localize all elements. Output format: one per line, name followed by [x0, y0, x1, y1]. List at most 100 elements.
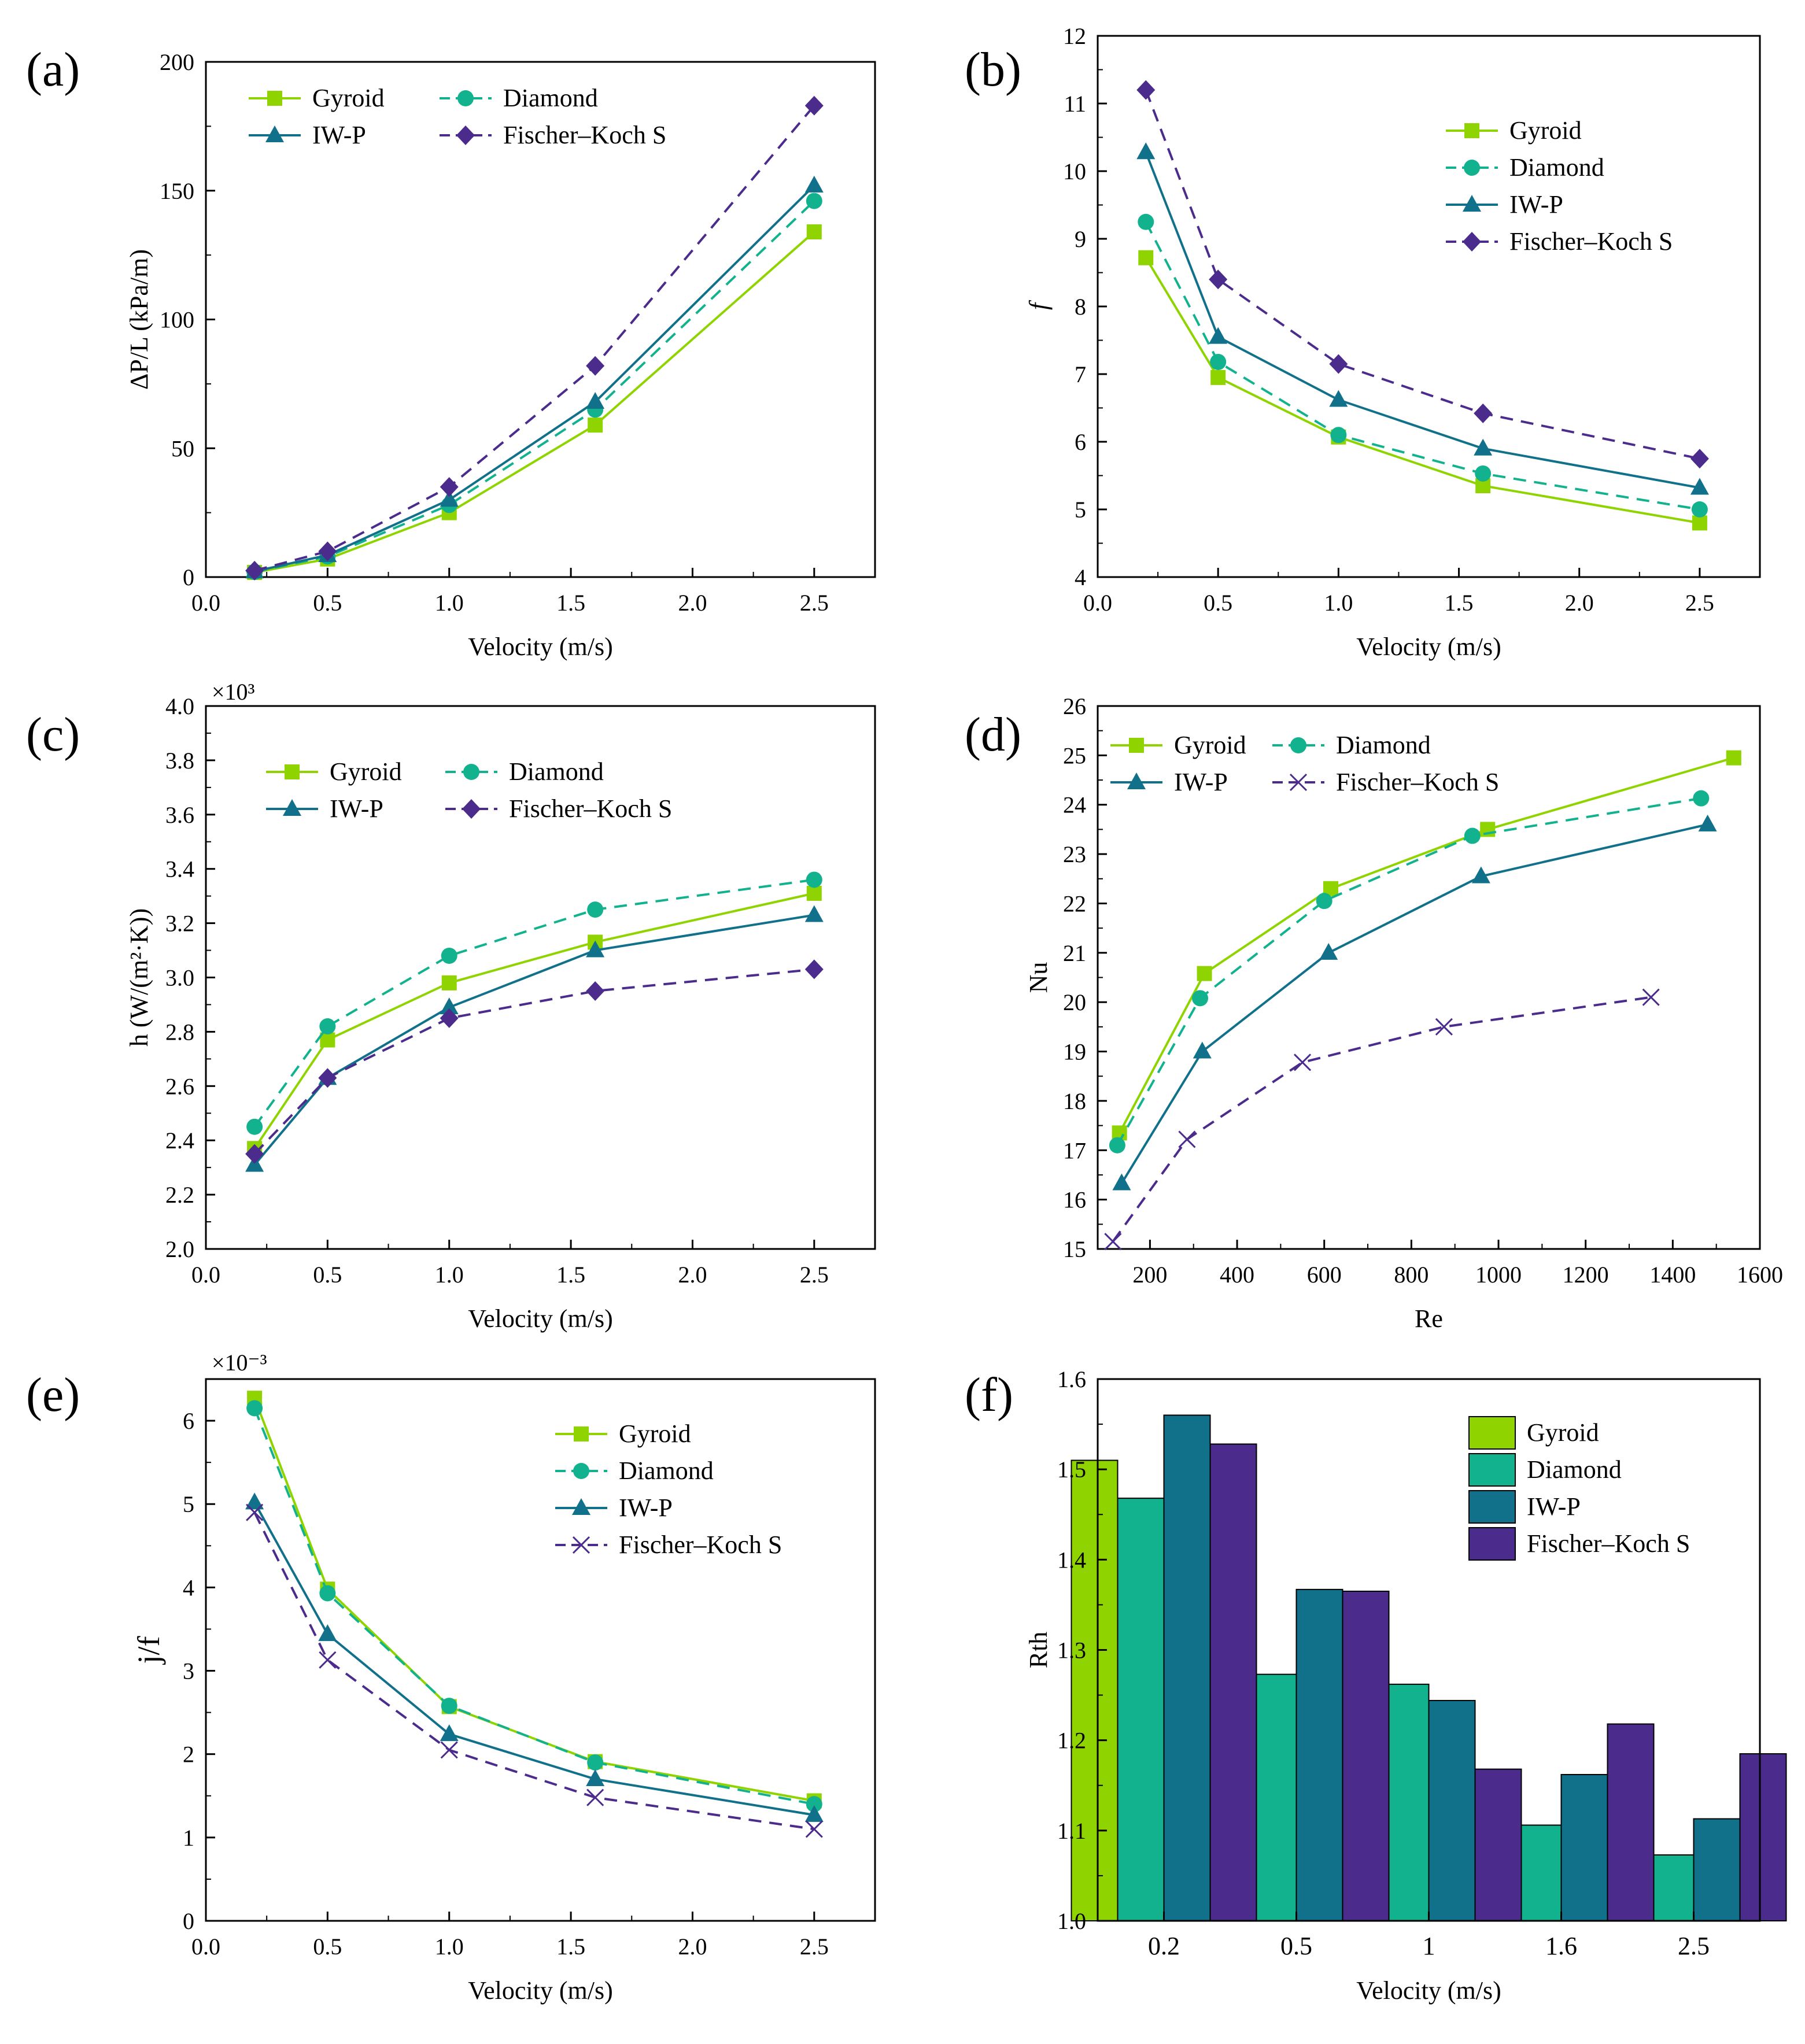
data-point-fks	[1178, 1130, 1196, 1148]
data-point-diamond	[1691, 501, 1708, 518]
series-line-fks	[254, 105, 815, 572]
x-tick-label: 1200	[1563, 1262, 1609, 1288]
legend-marker-diamond	[573, 1463, 589, 1479]
legend-label-fks: Fischer–Koch S	[1336, 768, 1499, 796]
x-tick-label: 0.5	[313, 1934, 342, 1960]
series-line-gyroid	[254, 231, 815, 574]
series-line-fks	[1145, 89, 1700, 460]
series-line-diamond	[253, 878, 815, 1128]
x-axis-label: Velocity (m/s)	[1356, 633, 1501, 661]
bar-iwp-0.2	[1163, 1414, 1211, 1921]
legend-label-gyroid: Gyroid	[619, 1420, 691, 1448]
data-point-diamond	[1316, 893, 1332, 910]
legend-marker-gyroid	[1464, 123, 1479, 138]
data-point-diamond	[587, 901, 604, 918]
data-point-diamond	[1138, 213, 1154, 230]
y-tick-label: 5	[183, 1491, 194, 1517]
data-point-fks	[318, 1068, 337, 1088]
x-tick-label: 1000	[1475, 1262, 1522, 1288]
data-point-iwp	[804, 1805, 824, 1822]
bar-fks-1	[1474, 1768, 1522, 1921]
y-tick-label: 25	[1063, 742, 1086, 768]
y-tick-label: 2.0	[165, 1236, 194, 1262]
y-tick-label: 200	[160, 49, 194, 75]
y-tick-label: 11	[1064, 91, 1086, 117]
x-tick-label: 0.5	[1204, 590, 1232, 616]
y-tick-label: 2.6	[165, 1073, 194, 1099]
y-axis-label: f	[1024, 300, 1053, 310]
data-point-fks	[586, 1788, 604, 1806]
x-tick-label: 2.5	[1685, 590, 1714, 616]
x-tick-label: 1.6	[1545, 1932, 1577, 1960]
data-point-fks	[586, 356, 605, 376]
data-point-diamond	[319, 1585, 336, 1602]
bar-fks-2.5	[1739, 1753, 1787, 1921]
data-point-diamond	[1475, 465, 1492, 482]
y-tick-label: 1.3	[1057, 1638, 1086, 1664]
data-point-gyroid	[1726, 750, 1741, 766]
y-tick-label: 6	[1075, 429, 1086, 455]
legend-marker-gyroid	[267, 91, 282, 106]
data-point-fks	[1209, 269, 1228, 290]
legend-marker-gyroid	[1129, 738, 1144, 753]
legend-label-iwp: IW-P	[1509, 190, 1563, 219]
data-point-diamond	[1464, 827, 1481, 844]
y-tick-label: 18	[1063, 1088, 1086, 1114]
y-tick-label: 5	[1075, 497, 1086, 523]
y-tick-label: 1.6	[1057, 1366, 1086, 1392]
bar-fks-1.6	[1607, 1723, 1655, 1921]
x-tick-label: 1.0	[435, 590, 464, 616]
y-axis-label: ΔP/L (kPa/m)	[125, 249, 153, 390]
panel-label: (b)	[965, 43, 1021, 97]
data-point-gyroid	[1480, 822, 1496, 837]
series-line-iwp	[1120, 823, 1708, 1184]
y-tick-label: 1.2	[1057, 1728, 1086, 1754]
data-point-fks	[440, 1741, 458, 1759]
y-tick-label: 1.4	[1057, 1547, 1086, 1573]
x-tick-label: 2.0	[678, 1262, 707, 1288]
legend: Gyroid Diamond IW-P Fischer–Koch S	[1110, 731, 1499, 796]
data-point-diamond	[441, 1698, 457, 1714]
x-tick-label: 1.5	[1445, 590, 1474, 616]
data-point-iwp	[1193, 1041, 1212, 1059]
data-point-iwp	[1209, 327, 1228, 344]
x-tick-label: 0.0	[1083, 590, 1112, 616]
bar-iwp-0.5	[1295, 1588, 1343, 1922]
axis-multiplier: ×10⁻³	[212, 1350, 267, 1376]
bar-iwp-1	[1428, 1699, 1476, 1922]
data-point-iwp	[245, 1492, 264, 1510]
y-tick-label: 7	[1075, 361, 1086, 387]
x-tick-label: 2.5	[800, 1934, 829, 1960]
legend-label-diamond: Diamond	[619, 1457, 714, 1485]
y-axis-label: j/f	[131, 1636, 166, 1665]
legend-label-gyroid: Gyroid	[312, 84, 385, 112]
panel-label: (a)	[26, 43, 80, 97]
x-tick-label: 1400	[1649, 1262, 1696, 1288]
x-axis-label: Velocity (m/s)	[468, 1976, 613, 2005]
y-tick-label: 24	[1063, 792, 1086, 818]
y-tick-label: 2	[183, 1742, 194, 1768]
panel-d: (d) 15 16 17 18 19 20 21 22 23 24 25 26 200 400 600 800 1…	[965, 693, 1783, 1333]
bar-fks-0.2	[1209, 1443, 1257, 1921]
data-point-iwp	[1112, 1173, 1131, 1191]
x-tick-label: 1600	[1737, 1262, 1783, 1288]
data-point-diamond	[246, 1118, 263, 1135]
data-point-gyroid	[806, 885, 822, 901]
y-tick-label: 3.8	[165, 748, 194, 774]
y-tick-label: 9	[1075, 226, 1086, 252]
data-point-iwp	[440, 1724, 459, 1742]
legend: Gyroid Diamond IW-P Fischer–Koch S	[249, 84, 666, 149]
legend-marker-iwp	[283, 799, 301, 816]
data-point-iwp	[440, 490, 459, 507]
data-point-fks	[319, 1651, 337, 1669]
data-point-fks	[1642, 988, 1660, 1006]
legend-label-diamond: Diamond	[1527, 1455, 1622, 1484]
x-tick-label: 1	[1423, 1932, 1435, 1960]
y-tick-label: 4	[183, 1574, 194, 1601]
data-point-gyroid	[1197, 966, 1212, 981]
data-point-iwp	[586, 392, 605, 409]
legend-swatch-gyroid	[1468, 1416, 1516, 1450]
series-line-gyroid	[1118, 756, 1734, 1134]
y-tick-label: 4.0	[165, 693, 194, 719]
legend-marker-iwp	[572, 1498, 590, 1515]
